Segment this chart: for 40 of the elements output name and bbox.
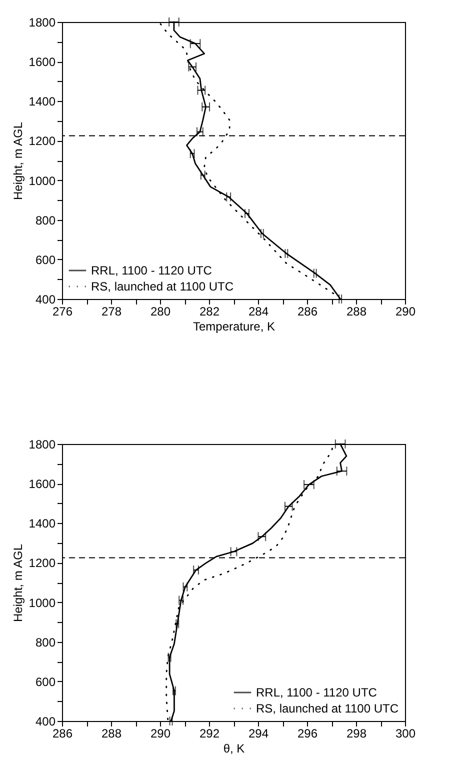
x-tick-label: 282 <box>199 304 220 318</box>
x-tick-label: 292 <box>199 726 220 740</box>
y-tick-label: 1400 <box>28 516 56 531</box>
y-tick-label: 1200 <box>28 556 56 570</box>
x-axis-title: Temperature, K <box>192 320 276 334</box>
x-tick-label: 278 <box>101 304 122 318</box>
y-tick-label: 1600 <box>28 477 56 492</box>
x-tick-label: 280 <box>150 304 171 318</box>
y-tick-label: 1600 <box>28 55 56 70</box>
y-tick-label: 600 <box>35 252 56 267</box>
y-tick-label: 1000 <box>28 174 56 188</box>
x-tick-label: 290 <box>150 726 171 740</box>
legend-label: RRL, 1100 - 1120 UTC <box>91 264 212 278</box>
legend-label: RS, launched at 1100 UTC <box>91 280 234 294</box>
x-tick-label: 290 <box>395 304 416 318</box>
x-axis-title: θ, K <box>223 742 245 756</box>
x-tick-label: 300 <box>395 726 416 740</box>
y-tick-label: 800 <box>35 635 56 650</box>
x-tick-label: 276 <box>52 304 73 318</box>
y-axis-title: Height, m AGL <box>10 122 25 200</box>
y-tick-label: 400 <box>35 292 56 306</box>
x-tick-label: 284 <box>248 304 269 318</box>
x-tick-label: 294 <box>248 726 269 740</box>
y-tick-label: 600 <box>35 674 56 689</box>
x-tick-label: 288 <box>346 304 367 318</box>
y-tick-label: 800 <box>35 213 56 228</box>
y-tick-label: 1000 <box>28 596 56 610</box>
x-tick-label: 296 <box>297 726 318 740</box>
y-tick-label: 1400 <box>28 94 56 109</box>
y-tick-label: 1200 <box>28 134 56 148</box>
y-axis-title: Height, m AGL <box>10 544 25 622</box>
x-tick-label: 298 <box>346 726 367 740</box>
x-tick-label: 288 <box>101 726 122 740</box>
legend-label: RRL, 1100 - 1120 UTC <box>256 686 378 700</box>
y-tick-label: 1800 <box>28 438 56 452</box>
y-tick-label: 1800 <box>28 16 56 30</box>
y-tick-label: 400 <box>35 714 56 728</box>
x-tick-label: 286 <box>52 726 73 740</box>
legend-label: RS, launched at 1100 UTC <box>256 702 399 716</box>
x-tick-label: 286 <box>297 304 318 318</box>
